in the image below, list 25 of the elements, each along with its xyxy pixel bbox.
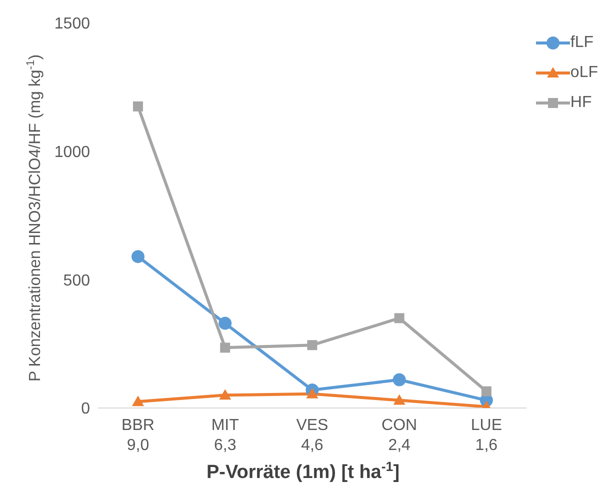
point — [392, 373, 406, 386]
point — [481, 386, 492, 396]
point — [132, 396, 144, 406]
legend-label: HF — [570, 94, 592, 112]
x-tick-label: MIT 6,3 — [211, 417, 240, 454]
x-tick-label: CON 2,4 — [382, 417, 418, 454]
x-tick-label: LUE 1,6 — [470, 417, 502, 454]
point — [220, 342, 230, 353]
y-tick-label: 1500 — [54, 16, 90, 33]
x-tick-label: BBR 9,0 — [122, 417, 154, 454]
point — [393, 394, 406, 405]
x-axis-title: P-Vorräte (1m) [t ha$^{-1}$] — [206, 458, 400, 483]
point — [132, 250, 144, 264]
point — [306, 388, 318, 398]
legend-label: fLF — [570, 34, 594, 52]
y-tick-label: 1000 — [54, 144, 90, 162]
legend-label: oLF — [570, 64, 598, 82]
point — [307, 340, 318, 350]
point — [394, 313, 404, 324]
y-tick-label: 0 — [81, 400, 90, 418]
x-tick-label: VES 4,6 — [296, 417, 328, 454]
point — [219, 389, 232, 400]
y-tick-label: 500 — [63, 272, 90, 290]
point — [133, 101, 143, 112]
point — [218, 316, 232, 330]
